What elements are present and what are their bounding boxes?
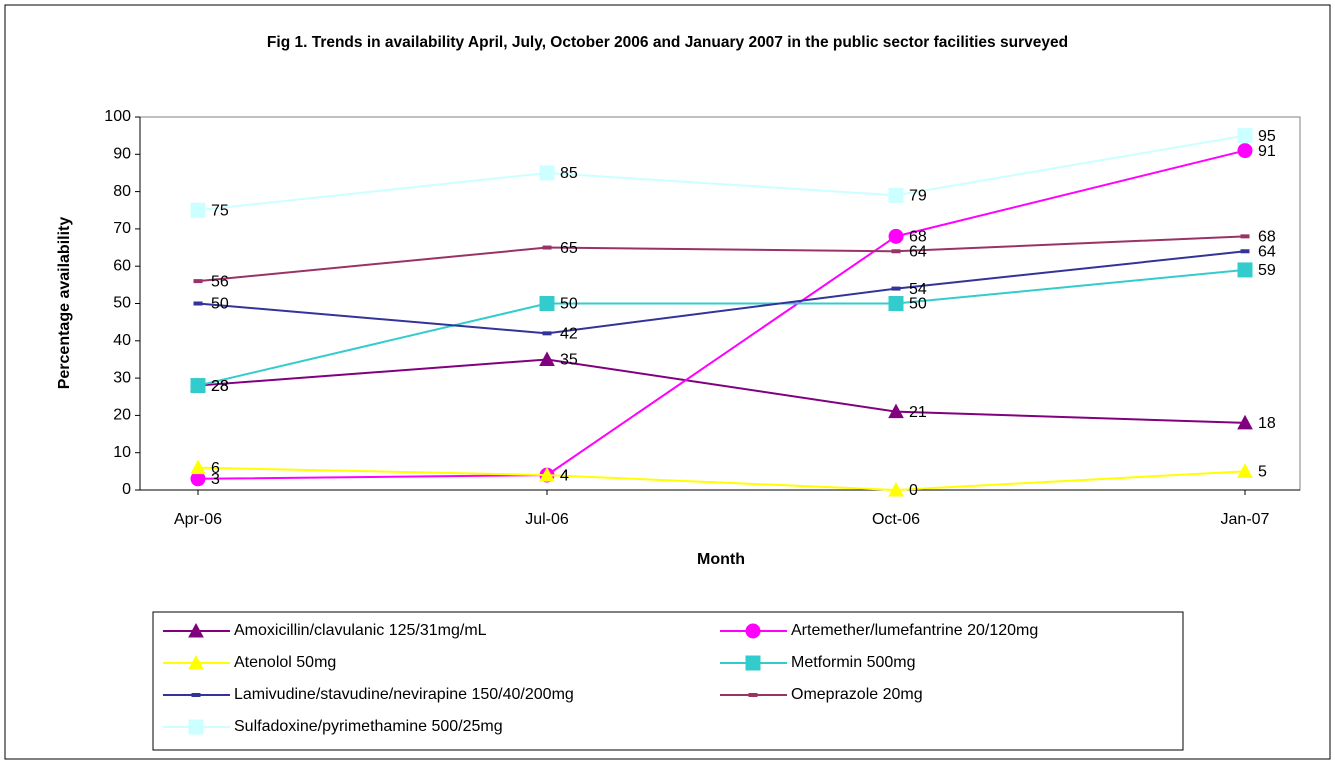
data-point xyxy=(1240,234,1250,239)
data-label: 59 xyxy=(1258,262,1276,279)
data-point xyxy=(539,351,555,366)
data-label: 65 xyxy=(560,240,578,257)
data-point xyxy=(193,279,203,284)
data-point xyxy=(888,296,904,311)
data-label: 91 xyxy=(1258,143,1276,160)
legend-label: Sulfadoxine/pyrimethamine 500/25mg xyxy=(234,718,503,735)
data-label: 79 xyxy=(909,188,927,205)
data-label: 64 xyxy=(909,243,927,260)
data-label: 68 xyxy=(909,229,927,246)
data-label: 54 xyxy=(909,281,927,298)
y-tick-label: 0 xyxy=(122,481,131,498)
series-line xyxy=(197,250,1246,335)
data-point xyxy=(193,301,203,306)
series-line xyxy=(197,134,1246,212)
data-point xyxy=(1237,463,1253,478)
data-label: 21 xyxy=(909,404,927,421)
legend-marker xyxy=(191,693,201,697)
series-line xyxy=(197,466,1246,492)
data-point xyxy=(891,286,901,291)
data-label: 95 xyxy=(1258,128,1276,145)
legend-marker xyxy=(745,655,761,671)
y-tick-label: 70 xyxy=(113,220,131,237)
data-label: 42 xyxy=(560,326,578,343)
data-label: 75 xyxy=(211,202,229,219)
legend-marker xyxy=(188,654,204,670)
data-point xyxy=(888,187,904,203)
series-line xyxy=(197,149,1246,480)
legend-label: Lamivudine/stavudine/nevirapine 150/40/2… xyxy=(234,686,574,703)
x-tick-label: Jul-06 xyxy=(525,511,569,528)
data-point xyxy=(539,296,555,311)
series-line xyxy=(197,358,1246,424)
data-point xyxy=(1237,414,1253,430)
data-label: 50 xyxy=(211,296,229,313)
data-point xyxy=(1240,249,1250,254)
data-label: 6 xyxy=(211,460,220,477)
x-tick-label: Jan-07 xyxy=(1221,511,1270,528)
data-point xyxy=(1237,262,1253,278)
legend-label: Metformin 500mg xyxy=(791,654,916,671)
data-point xyxy=(888,228,904,244)
data-point xyxy=(190,202,206,218)
data-point xyxy=(190,378,206,394)
data-point xyxy=(1237,128,1253,144)
legend-marker xyxy=(188,719,204,735)
legend-marker xyxy=(188,622,204,638)
y-tick-label: 90 xyxy=(113,146,131,163)
legend-marker xyxy=(748,693,758,697)
data-label: 50 xyxy=(909,296,927,313)
data-label: 50 xyxy=(560,296,578,313)
x-tick-label: Apr-06 xyxy=(174,511,222,528)
y-tick-label: 60 xyxy=(113,257,131,274)
data-label: 68 xyxy=(1258,229,1276,246)
data-point xyxy=(539,467,555,482)
legend-label: Artemether/lumefantrine 20/120mg xyxy=(791,622,1038,639)
data-label: 35 xyxy=(560,352,578,369)
y-tick-label: 40 xyxy=(113,332,131,349)
x-axis-title: Month xyxy=(697,551,745,568)
legend-label: Atenolol 50mg xyxy=(234,654,336,671)
series-line xyxy=(197,235,1246,283)
data-point xyxy=(542,331,552,336)
data-label: 28 xyxy=(211,378,229,395)
data-point xyxy=(190,459,206,475)
legend xyxy=(152,611,1184,751)
y-tick-label: 10 xyxy=(113,444,131,461)
data-point xyxy=(542,245,552,250)
y-tick-label: 20 xyxy=(113,407,131,424)
data-label: 18 xyxy=(1258,415,1276,432)
data-label: 56 xyxy=(211,273,229,290)
data-label: 64 xyxy=(1258,243,1276,260)
data-point xyxy=(891,249,901,254)
chart-title: Fig 1. Trends in availability April, Jul… xyxy=(266,34,1069,51)
data-label: 85 xyxy=(560,165,578,182)
legend-label: Omeprazole 20mg xyxy=(791,686,923,703)
legend-marker xyxy=(745,623,761,639)
x-tick-label: Oct-06 xyxy=(872,511,920,528)
data-point xyxy=(888,481,904,497)
data-label: 4 xyxy=(560,467,569,484)
data-label: 0 xyxy=(909,482,918,499)
data-point xyxy=(539,165,555,181)
y-axis-title: Percentage availability xyxy=(56,217,73,390)
y-tick-label: 30 xyxy=(113,369,131,386)
y-tick-label: 80 xyxy=(113,183,131,200)
y-tick-label: 100 xyxy=(104,108,131,125)
data-label: 5 xyxy=(1258,464,1267,481)
data-point xyxy=(888,403,904,419)
data-point xyxy=(1237,143,1253,159)
series-line xyxy=(197,268,1246,387)
y-tick-label: 50 xyxy=(113,295,131,312)
data-label: 3 xyxy=(211,471,220,488)
legend-label: Amoxicillin/clavulanic 125/31mg/mL xyxy=(234,622,487,639)
